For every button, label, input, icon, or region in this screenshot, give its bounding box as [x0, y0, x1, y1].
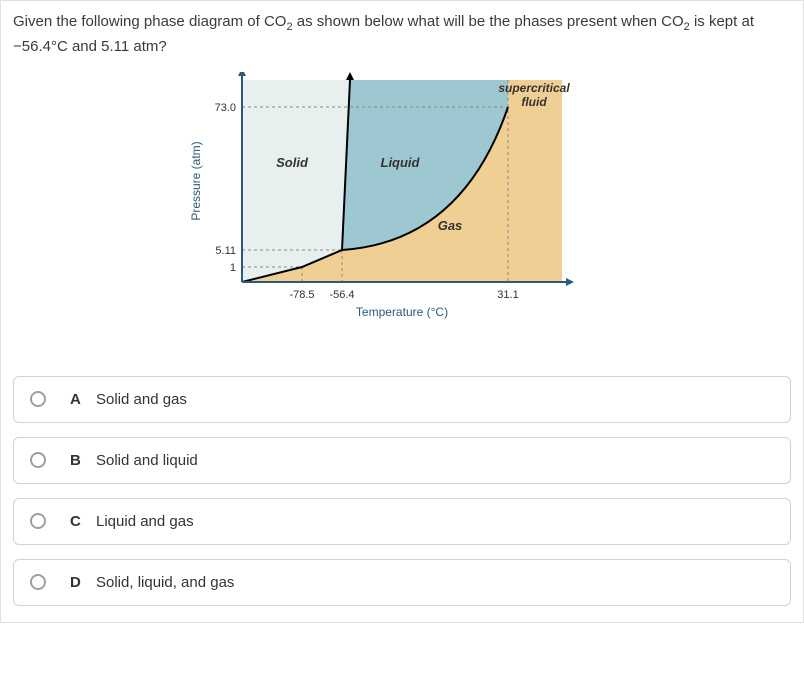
- option-letter: B: [70, 452, 96, 469]
- label-supercritical-2: fluid: [521, 95, 547, 109]
- y-tick-label: 5.11: [215, 245, 236, 257]
- question-text: Given the following phase diagram of CO2…: [13, 11, 791, 58]
- option-text: Solid, liquid, and gas: [96, 574, 234, 591]
- option-b[interactable]: B Solid and liquid: [13, 437, 791, 484]
- diagram-container: 73.0 5.11 1 -78.5 -56.4 31.1 Pressure (atm) Tem…: [13, 72, 791, 352]
- options-list: A Solid and gas B Solid and liquid C Liq…: [13, 376, 791, 606]
- q-part-2: as shown below what will be the phases p…: [293, 13, 684, 30]
- y-axis-label: Pressure (atm): [189, 141, 203, 220]
- x-tick-label: 31.1: [497, 289, 518, 301]
- option-text: Solid and gas: [96, 391, 187, 408]
- x-axis-label: Temperature (°C): [356, 305, 448, 319]
- label-supercritical-1: supercritical: [498, 81, 570, 95]
- question-card: Given the following phase diagram of CO2…: [0, 0, 804, 623]
- phase-diagram-svg: 73.0 5.11 1 -78.5 -56.4 31.1 Pressure (atm) Tem…: [182, 72, 622, 352]
- option-letter: D: [70, 574, 96, 591]
- option-d[interactable]: D Solid, liquid, and gas: [13, 559, 791, 606]
- region-solid: [242, 80, 350, 282]
- option-text: Liquid and gas: [96, 513, 194, 530]
- option-c[interactable]: C Liquid and gas: [13, 498, 791, 545]
- y-tick-label: 73.0: [215, 102, 236, 114]
- option-text: Solid and liquid: [96, 452, 198, 469]
- q-part-1: Given the following phase diagram of CO: [13, 13, 286, 30]
- x-axis-arrow: [566, 278, 574, 286]
- option-a[interactable]: A Solid and gas: [13, 376, 791, 423]
- y-tick-label: 1: [230, 262, 236, 274]
- x-tick-label: -56.4: [329, 289, 354, 301]
- radio-icon: [30, 574, 46, 590]
- option-letter: A: [70, 391, 96, 408]
- radio-icon: [30, 452, 46, 468]
- phase-diagram: 73.0 5.11 1 -78.5 -56.4 31.1 Pressure (atm) Tem…: [182, 72, 622, 352]
- fusion-arrow: [346, 72, 354, 80]
- x-tick-label: -78.5: [289, 289, 314, 301]
- label-gas: Gas: [438, 218, 463, 233]
- label-solid: Solid: [276, 155, 309, 170]
- label-liquid: Liquid: [381, 155, 421, 170]
- y-axis-arrow: [238, 72, 246, 76]
- radio-icon: [30, 513, 46, 529]
- radio-icon: [30, 391, 46, 407]
- option-letter: C: [70, 513, 96, 530]
